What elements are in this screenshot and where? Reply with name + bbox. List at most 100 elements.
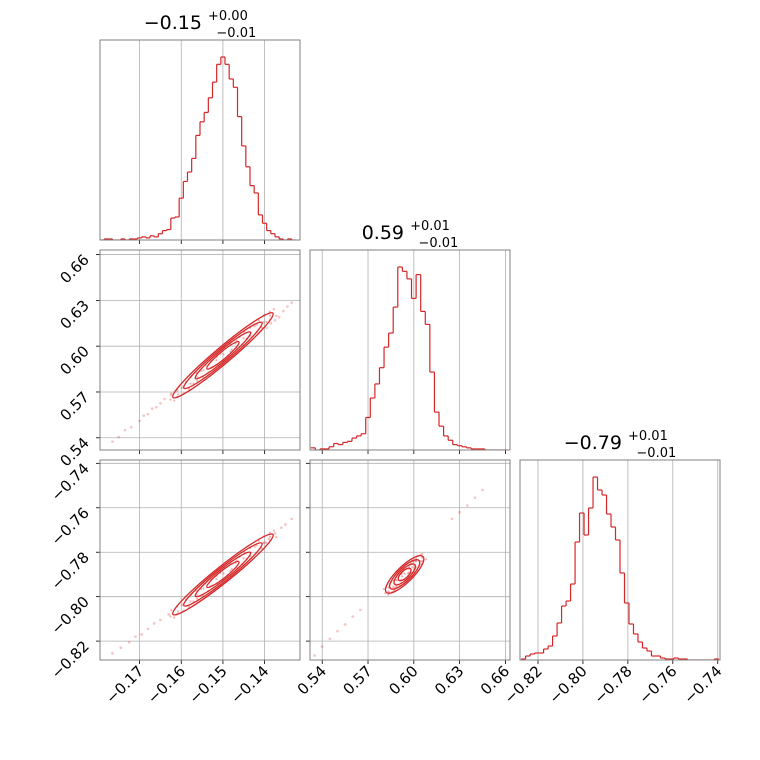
density-point (387, 591, 391, 595)
contour-level-2 (388, 559, 421, 590)
density-point (389, 580, 393, 584)
sample-point (154, 405, 158, 409)
scatter-area (111, 517, 294, 655)
tick-label-y: −0.76 (48, 504, 93, 549)
density-point (255, 331, 258, 334)
panel-hist-0: −0.15 +0.00 −0.01 (99, 9, 301, 244)
density-point (411, 560, 415, 563)
axes-frame (99, 249, 301, 451)
density-point (202, 587, 205, 590)
density-point (234, 561, 237, 564)
axes-frame (309, 459, 511, 661)
sample-point (290, 301, 294, 305)
density-point (420, 560, 423, 563)
density-point (268, 314, 272, 317)
sample-point (286, 305, 289, 308)
density-point (216, 363, 219, 366)
contour-level-3 (393, 563, 416, 586)
sample-point (152, 621, 156, 625)
tick-label-x: 0.63 (431, 662, 467, 698)
density-point (222, 572, 225, 575)
density-point (388, 583, 391, 586)
density-point (189, 600, 192, 603)
density-point (384, 592, 387, 595)
tick-label-x: −0.80 (546, 662, 591, 707)
density-point (385, 586, 388, 589)
density-point (182, 609, 185, 613)
density-point (415, 557, 418, 560)
density-point (257, 319, 260, 322)
density-point (211, 584, 214, 587)
density-point (204, 582, 207, 585)
sample-point (343, 623, 347, 626)
sample-point (284, 523, 287, 526)
density-point (192, 600, 195, 603)
density-point (268, 531, 271, 534)
density-point (229, 350, 232, 353)
axes-frame (99, 39, 301, 241)
density-point (209, 585, 212, 588)
sample-point (279, 526, 283, 530)
density-point (255, 551, 258, 554)
contour-level-4 (206, 560, 240, 589)
density-point (196, 379, 199, 382)
sample-point (351, 615, 355, 619)
axes-frame (519, 459, 721, 661)
title-hist-2-sub: −0.01 (636, 446, 676, 461)
sample-point (167, 613, 171, 616)
density-point (221, 578, 224, 581)
density-point (202, 376, 205, 379)
density-point (414, 565, 418, 569)
density-point (176, 395, 179, 399)
density-point (238, 555, 241, 559)
density-point (412, 570, 415, 573)
density-point (189, 375, 192, 378)
density-point (262, 542, 265, 545)
density-point (245, 557, 249, 561)
density-point (215, 582, 219, 585)
tick-label-y: 0.63 (56, 296, 92, 332)
tick-label-y: 0.66 (56, 251, 92, 287)
panel-pair-2-0: −0.17−0.16−0.15−0.14 −0.82−0.80−0.78−0.76… (48, 459, 301, 707)
density-point (253, 545, 256, 548)
sample-point (267, 537, 271, 541)
sample-point (320, 645, 324, 649)
density-point (403, 578, 406, 581)
density-point (242, 557, 245, 560)
sample-point (127, 640, 131, 644)
sample-point (458, 510, 462, 514)
density-point (269, 318, 272, 321)
density-point (275, 314, 278, 317)
density-point (255, 544, 258, 547)
panel-pair-1-0: 0.540.570.600.630.66 (56, 249, 301, 470)
tick-label-y: −0.78 (48, 548, 93, 593)
density-point (416, 554, 419, 557)
sample-point (263, 540, 266, 544)
density-point (180, 604, 183, 607)
sample-point (146, 412, 150, 416)
contour-level-1 (384, 555, 425, 594)
density-point (221, 359, 225, 362)
density-point (399, 579, 402, 582)
density-point (242, 337, 245, 340)
plot-area-pair-1-0: 0.540.570.600.630.66 (56, 249, 301, 470)
density-point (207, 371, 210, 374)
density-point (173, 616, 176, 619)
density-point (175, 605, 179, 608)
density-point (248, 326, 252, 329)
title-hist-0-sup: +0.00 (208, 9, 248, 24)
density-point (235, 567, 238, 570)
density-point (219, 571, 222, 575)
density-point (209, 577, 212, 581)
density-point (230, 568, 233, 571)
density-point (238, 335, 241, 339)
sample-point (473, 496, 477, 500)
sample-point (159, 618, 162, 622)
density-point (272, 308, 275, 311)
contour-level-3 (194, 551, 252, 598)
sample-point (465, 504, 469, 507)
density-point (243, 550, 246, 554)
density-point (182, 602, 185, 605)
density-point (202, 369, 205, 372)
